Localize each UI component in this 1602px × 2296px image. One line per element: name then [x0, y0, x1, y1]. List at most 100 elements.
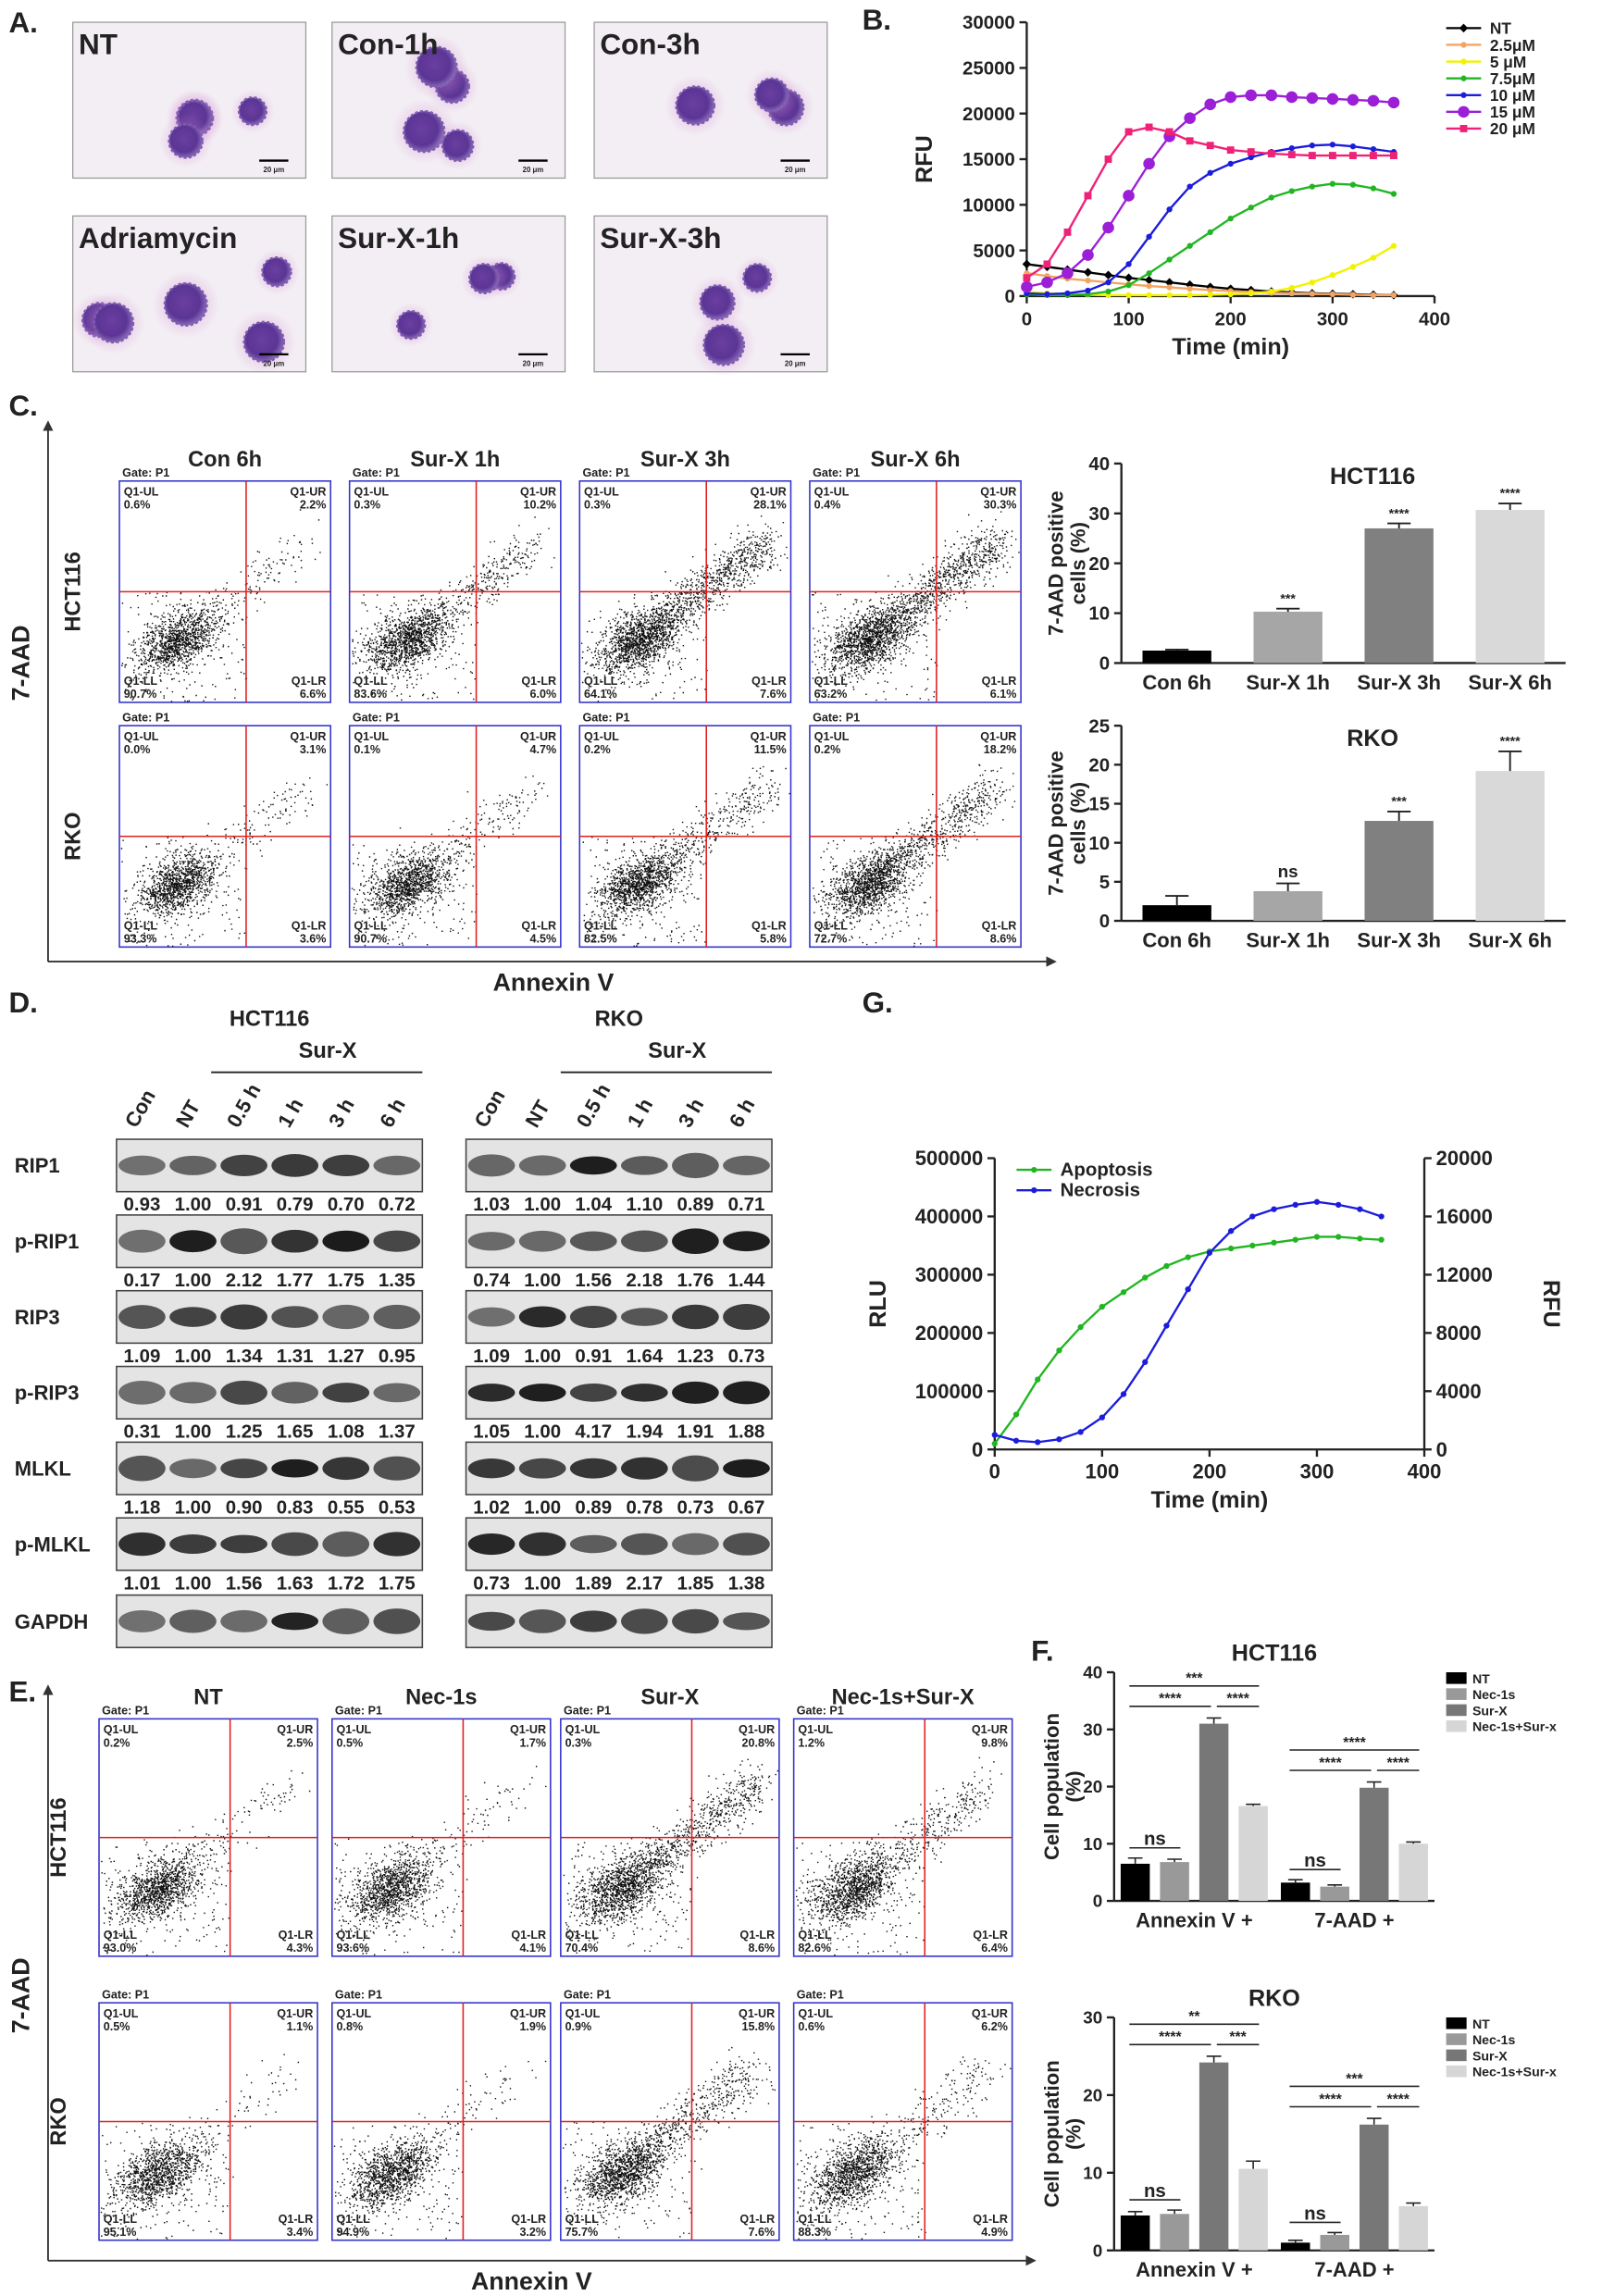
error-bar: [1287, 1879, 1303, 1883]
error-bar: [1406, 2202, 1422, 2206]
gate-label: Gate: P1: [564, 1989, 611, 2002]
band: [169, 1534, 217, 1555]
band: [620, 1457, 668, 1480]
bar: [1238, 1806, 1268, 1902]
quadrant-name: Q1-UR: [972, 2007, 1008, 2020]
y-tick-label: 20: [1083, 2086, 1102, 2105]
y-tick-label: 200000: [915, 1322, 983, 1345]
legend-swatch: [1446, 2065, 1467, 2078]
quadrant-name: Q1-LL: [814, 919, 849, 932]
cell: [395, 309, 427, 341]
quadrant-percent: 0.3%: [354, 499, 380, 512]
point: [1271, 1206, 1277, 1212]
blot-row-label: p-RIP1: [15, 1230, 80, 1253]
quadrant-percent: 7.6%: [760, 688, 787, 701]
error-bar: [1406, 1841, 1422, 1844]
legend-swatch: [1446, 2049, 1467, 2062]
band: [723, 1458, 770, 1478]
legend-label: Nec-1s+Sur-x: [1472, 1720, 1557, 1735]
band-quant: 4.17: [575, 1421, 612, 1443]
event-dots: [796, 2056, 1012, 2240]
band-quant: 2.17: [626, 1572, 663, 1594]
point: [1062, 267, 1074, 279]
point: [1349, 143, 1357, 150]
x-tick-label: Sur-X 1h: [1246, 671, 1330, 694]
gate-label: Gate: P1: [813, 466, 860, 479]
flow-row-label: RKO: [62, 813, 86, 861]
band: [169, 1382, 217, 1404]
y-axis-title: RLU: [865, 1280, 891, 1328]
quadrant-percent: 75.7%: [565, 2226, 599, 2239]
point: [1348, 152, 1357, 159]
band-quant: 1.00: [524, 1496, 561, 1518]
y-tick-label: 30: [1083, 2009, 1102, 2029]
band: [518, 1306, 566, 1328]
chart-title: HCT116: [1330, 464, 1415, 490]
point: [1378, 1236, 1385, 1243]
point: [1083, 267, 1093, 278]
gate-label: Gate: P1: [102, 1705, 149, 1718]
band: [373, 1532, 421, 1557]
bar: [1253, 611, 1323, 664]
quadrant-name: Q1-LL: [337, 1929, 371, 1942]
lane-label: Con: [120, 1086, 160, 1132]
band-quant: 1.00: [175, 1346, 212, 1367]
lane-label: 0.5 h: [572, 1080, 615, 1132]
band-quant: 1.34: [226, 1346, 263, 1367]
scale-bar-label: 20 μm: [785, 166, 806, 174]
error-bar: [1276, 882, 1300, 891]
legend-label: Nec-1s: [1472, 1688, 1516, 1703]
flow-column-title: Con 6h: [188, 448, 262, 472]
point: [1349, 292, 1357, 298]
event-dots: [795, 1756, 1002, 1956]
lane-label: 1 h: [623, 1094, 658, 1131]
blot: [116, 1289, 424, 1345]
gate-label: Gate: P1: [813, 711, 860, 724]
point: [1390, 242, 1397, 249]
band: [620, 1608, 668, 1634]
scale-bar-label: 20 μm: [263, 166, 284, 174]
band: [620, 1384, 668, 1402]
quadrant-percent: 6.6%: [300, 688, 327, 701]
quadrant-name: Q1-LL: [584, 675, 618, 688]
y-tick-label: 16000: [1436, 1205, 1493, 1228]
point: [1292, 1236, 1298, 1243]
band: [220, 1609, 267, 1632]
legend-marker: [1460, 58, 1467, 65]
point: [1166, 284, 1173, 291]
quadrant-name: Q1-LL: [124, 675, 158, 688]
blot: [116, 1214, 424, 1269]
quadrant-percent: 3.2%: [519, 2226, 546, 2239]
event-dots: [812, 511, 1020, 701]
significance: ns: [1144, 1829, 1166, 1850]
point: [1248, 290, 1254, 297]
cell: [742, 263, 773, 293]
significance: ****: [1319, 2091, 1342, 2107]
y-tick-label: 5: [1099, 872, 1110, 893]
y-axis-title: (%): [1062, 2118, 1086, 2150]
significance: ****: [1386, 2091, 1410, 2107]
point: [1146, 292, 1152, 299]
band-quant: 2.18: [626, 1270, 663, 1291]
band-quant: 1.75: [379, 1572, 416, 1594]
point: [1063, 228, 1072, 236]
band-quant: 1.35: [379, 1270, 416, 1291]
band-quant: 0.91: [575, 1346, 612, 1367]
point: [1144, 275, 1154, 285]
bar: [1475, 510, 1545, 664]
x-tick-label: Sur-X 6h: [1468, 928, 1552, 951]
panel-label: A.: [8, 6, 37, 39]
band-quant: 1.02: [473, 1496, 510, 1518]
band-quant: 0.74: [473, 1270, 510, 1291]
point: [1349, 264, 1357, 270]
quadrant-name: Q1-UL: [104, 2007, 139, 2020]
y-tick-label: 10: [1088, 833, 1110, 854]
quadrant-percent: 0.8%: [337, 2020, 364, 2033]
point: [1184, 112, 1196, 124]
band: [672, 1533, 719, 1556]
point: [1227, 1228, 1235, 1235]
x-tick-label: 7-AAD +: [1314, 1908, 1394, 1931]
legend-label: 10 μM: [1490, 86, 1535, 105]
point: [991, 1440, 998, 1447]
micrograph-label: Con-3h: [600, 29, 700, 61]
